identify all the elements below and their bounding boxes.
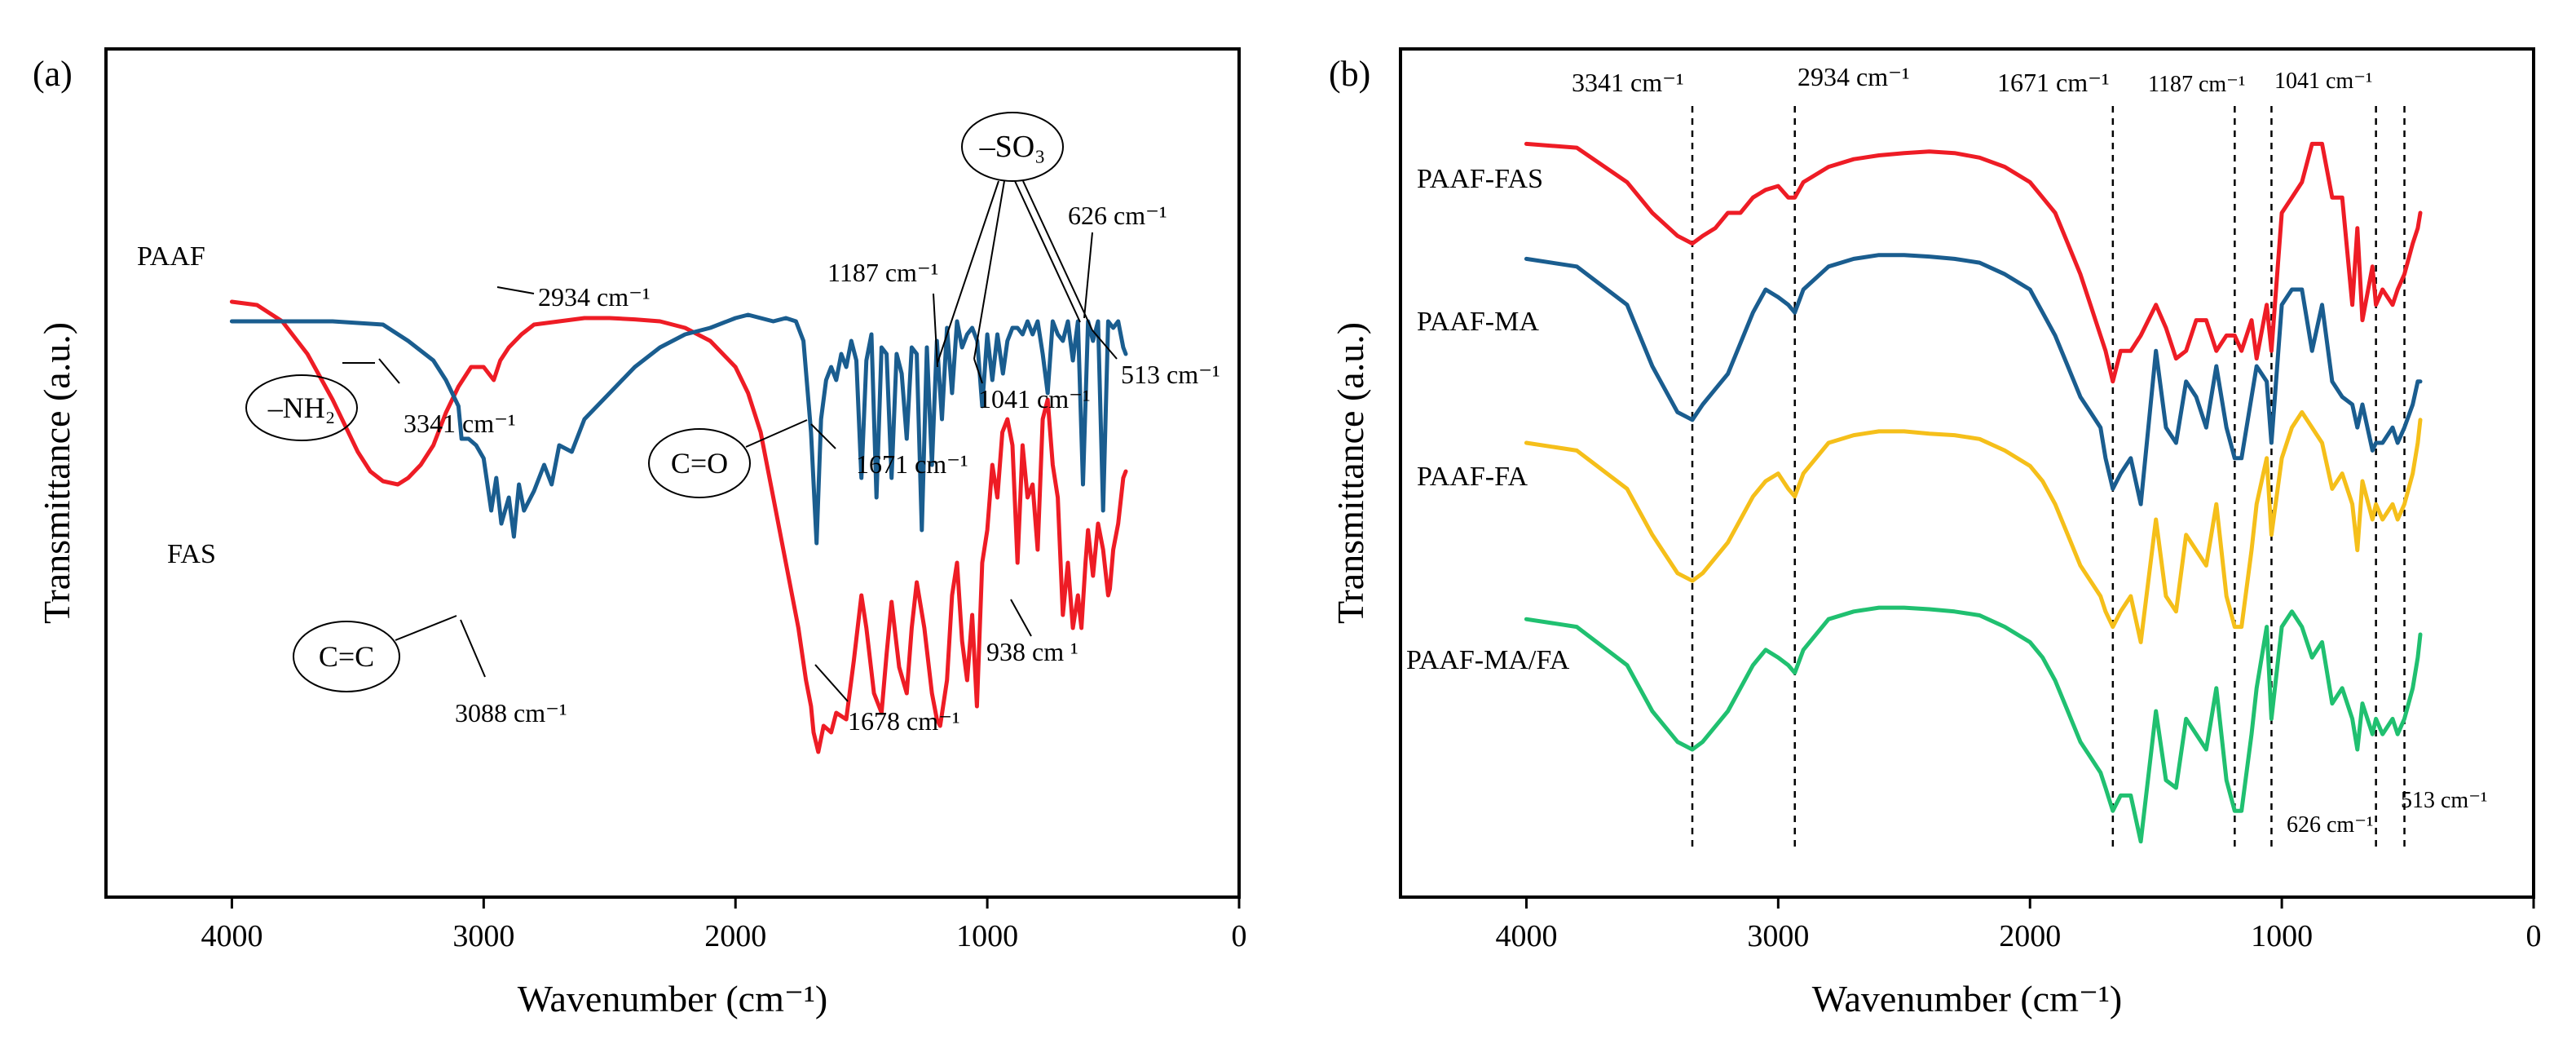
panel-a-series-group — [229, 299, 1128, 754]
annotation-cc: C=C — [319, 640, 374, 673]
panel-b-series-group — [1524, 141, 2423, 844]
annotation-2934: 2934 cm⁻¹ — [538, 282, 651, 312]
annotation-so3: –SO₃ — [979, 130, 1046, 164]
panel-a-x-ticks: 4000 3000 2000 1000 0 — [201, 897, 1247, 953]
cc-connector — [395, 615, 457, 641]
co-connector — [745, 419, 808, 448]
annotation-1678: 1678 cm⁻¹ — [848, 706, 960, 736]
vline-label-1671: 1671 cm⁻¹ — [1997, 68, 2110, 97]
vline-label-1041: 1041 cm⁻¹ — [2274, 69, 2372, 94]
panel-a-x-axis-label: Wavenumber (cm⁻¹) — [518, 978, 828, 1019]
panel-a-frame — [104, 47, 1241, 899]
series-line-fas — [229, 312, 1128, 546]
so3-line-2 — [973, 180, 1005, 360]
series-line-paaf-fas — [1524, 141, 2423, 384]
x-tick-label-1-0: 0 — [2526, 919, 2542, 953]
x-tick-label-0-2000: 2000 — [704, 919, 766, 953]
series-label-paaf: PAAF — [137, 241, 205, 272]
so3-bubble — [961, 112, 1064, 182]
arrow-2934 — [496, 286, 535, 294]
x-tick-label-1-4000: 4000 — [1495, 919, 1557, 953]
vline-label-513: 513 cm⁻¹ — [2401, 788, 2487, 813]
panel-b-frame — [1399, 47, 2535, 899]
so3-line-3 — [1014, 180, 1081, 323]
arrow-3088 — [460, 619, 486, 678]
annotation-626: 626 cm⁻¹ — [1068, 201, 1167, 230]
x-tick-label-1-1000: 1000 — [2251, 919, 2313, 953]
series-line-paaf — [229, 299, 1128, 754]
so3-line-1 — [937, 180, 999, 364]
so3-line-4 — [1022, 180, 1093, 331]
x-tick-label-1-3000: 3000 — [1747, 919, 1809, 953]
arrow-1678 — [814, 664, 849, 702]
annotation-co: C=O — [671, 447, 728, 480]
panel-a-annotations: 2934 cm⁻¹ 3341 cm⁻¹ –NH₂ 1187 cm⁻¹ 1041 … — [245, 112, 1220, 736]
arrow-513 — [1092, 329, 1118, 360]
x-tick-label-0-1000: 1000 — [956, 919, 1018, 953]
x-tick-label-0-4000: 4000 — [201, 919, 262, 953]
arrow-626 — [1083, 232, 1093, 319]
series-label-paaf-ma: PAAF-MA — [1417, 307, 1539, 337]
arrow-3341 — [378, 358, 400, 384]
annotation-3341: 3341 cm⁻¹ — [404, 409, 516, 438]
annotation-513: 513 cm⁻¹ — [1121, 360, 1220, 389]
vline-label-1187: 1187 cm⁻¹ — [2148, 72, 2245, 97]
annotation-1671: 1671 cm⁻¹ — [856, 449, 968, 479]
annotation-1041: 1041 cm⁻¹ — [978, 384, 1091, 413]
panel-b-x-axis-label: Wavenumber (cm⁻¹) — [1812, 978, 2123, 1019]
annotation-nh2: –NH₂ — [267, 391, 336, 424]
series-label-fas: FAS — [167, 539, 216, 569]
vline-label-3341: 3341 cm⁻¹ — [1572, 68, 1684, 97]
arrow-1041 — [973, 358, 983, 384]
panel-a-y-axis-label: Transmittance (a.u.) — [36, 322, 77, 624]
annotation-938: 938 cm ¹ — [986, 637, 1078, 666]
x-tick-label-0-3000: 3000 — [452, 919, 514, 953]
vline-label-626: 626 cm⁻¹ — [2287, 812, 2373, 838]
panel-b-label: (b) — [1329, 54, 1370, 94]
panel-a: (a) 4000 3000 2000 1000 0 Wavenumber (cm⁻¹) … — [33, 47, 1247, 1019]
series-label-paaf-fa: PAAF-FA — [1417, 462, 1528, 492]
arrow-1671 — [810, 423, 836, 449]
panel-b: (b) 4000 3000 2000 1000 0 Wavenumber (cm⁻¹) … — [1329, 47, 2542, 1019]
arrow-1187 — [933, 293, 938, 368]
series-line-paaf-fa — [1524, 409, 2423, 644]
x-tick-label-0-0: 0 — [1232, 919, 1247, 953]
panel-b-x-ticks: 4000 3000 2000 1000 0 — [1495, 897, 2542, 953]
panel-b-y-axis-label: Transmittance (a.u.) — [1330, 322, 1371, 624]
series-line-paaf-ma — [1524, 253, 2423, 506]
vline-label-2934: 2934 cm⁻¹ — [1797, 62, 1910, 91]
annotation-1187: 1187 cm⁻¹ — [827, 258, 938, 287]
arrow-938 — [1010, 599, 1032, 637]
nh2-bubble — [245, 374, 358, 441]
series-label-paaf-ma-fa: PAAF-MA/FA — [1406, 645, 1570, 675]
cc-bubble — [293, 621, 400, 692]
co-bubble — [648, 428, 751, 498]
series-label-paaf-fas: PAAF-FAS — [1417, 164, 1543, 194]
annotation-3088: 3088 cm⁻¹ — [455, 698, 567, 727]
panel-a-label: (a) — [33, 54, 73, 94]
series-line-paaf-ma-fa — [1524, 605, 2423, 844]
panel-b-reference-lines — [1691, 106, 2406, 848]
x-tick-label-1-2000: 2000 — [1999, 919, 2061, 953]
